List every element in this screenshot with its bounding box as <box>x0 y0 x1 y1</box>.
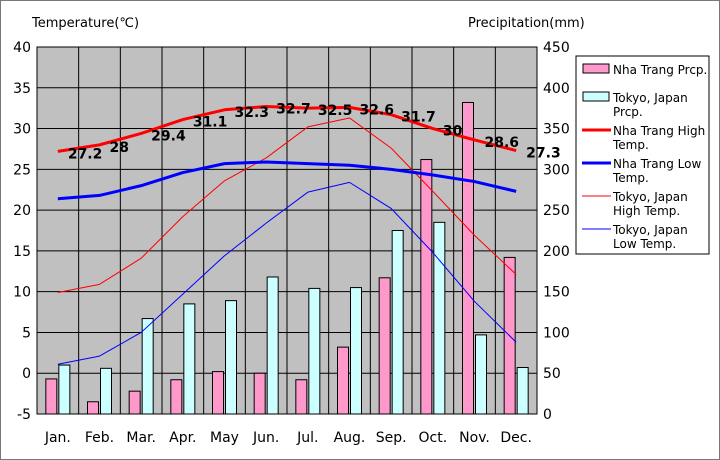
y-left-tick-label: 25 <box>13 162 31 178</box>
tokyo-prcp-bar <box>433 221 446 415</box>
nha-trang-prcp-bar <box>87 401 99 415</box>
y-left-tick-label: 30 <box>13 122 31 138</box>
y-right-tick-label: 250 <box>543 203 570 219</box>
high-temp-data-label: 30 <box>443 124 463 140</box>
y-left-tick-label: 35 <box>13 81 31 97</box>
legend-label: High Temp. <box>613 204 680 218</box>
x-tick-label: Jan. <box>44 430 71 446</box>
x-tick-label: Oct. <box>419 430 448 446</box>
legend-label: Low Temp. <box>613 237 676 251</box>
y-right-tick-label: 150 <box>543 285 570 301</box>
axis-ticks: 4035302520151050-54504003503002502001501… <box>13 40 570 446</box>
tokyo-prcp-bar <box>183 303 196 415</box>
y-right-tick-label: 350 <box>543 122 570 138</box>
data-labels: 27.2 28 29.4 31.1 32.3 32.7 32.5 32.6 31.7 30 28.6… <box>68 102 561 163</box>
legend-swatch <box>582 63 610 74</box>
legend-label: Tokyo, Japan <box>612 190 688 204</box>
y-left-tick-label: 0 <box>22 366 31 382</box>
y-right-tick-label: 0 <box>543 407 552 423</box>
nha-trang-prcp-bar <box>420 159 433 415</box>
y-right-tick-label: 100 <box>543 325 570 341</box>
nha-trang-prcp-bar <box>253 372 266 415</box>
legend-label: Tokyo, Japan <box>612 223 688 237</box>
tokyo-prcp-bar <box>475 334 487 415</box>
nha-trang-high-line <box>57 105 517 153</box>
y-right-axis-title: Precipitation(mm) <box>468 16 585 31</box>
legend-label: Nha Trang Low <box>613 157 701 171</box>
legend-label: Nha Trang Prcp. <box>613 63 707 77</box>
tokyo-prcp-bar <box>266 276 279 415</box>
high-temp-data-label: 27.3 <box>526 146 561 162</box>
high-temp-data-label: 29.4 <box>151 128 186 144</box>
tokyo-prcp-bar <box>308 287 321 415</box>
high-temp-data-label: 28.6 <box>485 135 520 151</box>
y-left-axis-title: Temperature(℃) <box>31 16 139 31</box>
tokyo-prcp-bar <box>141 318 154 415</box>
nha-trang-prcp-bar <box>128 390 141 415</box>
grid-lines <box>37 46 537 415</box>
y-left-tick-label: 15 <box>13 244 31 260</box>
high-temp-data-label: 31.1 <box>193 115 228 131</box>
tokyo-prcp-bar <box>58 364 71 415</box>
legend-label: Nha Trang High <box>613 124 705 138</box>
high-temp-data-label: 32.6 <box>360 102 395 118</box>
tokyo-prcp-bar <box>391 230 404 415</box>
tokyo-prcp-bar <box>350 287 362 415</box>
tokyo-high-line <box>57 117 517 293</box>
legend-label: Temp. <box>612 171 649 185</box>
nha-trang-prcp-bar <box>462 101 474 415</box>
x-tick-label: Jul. <box>296 430 318 446</box>
high-temp-data-label: 31.7 <box>401 110 436 126</box>
nha-trang-prcp-bar <box>212 371 224 415</box>
high-temp-data-label: 28 <box>110 140 129 156</box>
tokyo-prcp-bar <box>516 367 529 415</box>
high-temp-data-label: 32.5 <box>318 103 353 119</box>
legend-box <box>575 55 710 255</box>
x-tick-label: Mar. <box>126 430 156 446</box>
nha-trang-prcp-bar <box>170 379 183 415</box>
nha-trang-prcp-bar <box>45 378 58 415</box>
x-tick-label: May <box>210 430 239 446</box>
tokyo-prcp-bar <box>225 300 237 415</box>
y-right-tick-label: 450 <box>543 40 570 56</box>
y-right-tick-label: 200 <box>543 244 570 260</box>
legend-swatch <box>582 91 610 102</box>
y-right-tick-label: 50 <box>543 366 561 382</box>
y-left-tick-label: 20 <box>13 203 31 219</box>
legend-label: Temp. <box>612 138 649 152</box>
x-tick-label: Nov. <box>459 430 490 446</box>
x-tick-label: Feb. <box>85 430 114 446</box>
x-tick-label: Jun. <box>252 430 279 446</box>
plot-border <box>36 46 538 415</box>
high-temp-data-label: 32.7 <box>276 102 311 118</box>
y-right-tick-label: 300 <box>543 162 570 178</box>
nha-trang-prcp-bar <box>337 346 349 415</box>
y-left-tick-label: -5 <box>17 407 31 423</box>
tokyo-prcp-bar <box>100 367 112 415</box>
y-left-tick-label: 5 <box>22 325 31 341</box>
high-temp-data-label: 27.2 <box>68 146 103 162</box>
nha-trang-low-line <box>57 160 517 201</box>
high-temp-data-label: 32.3 <box>235 105 270 121</box>
x-tick-label: Aug. <box>334 430 366 446</box>
tokyo-low-line <box>57 181 517 365</box>
nha-trang-prcp-bar <box>295 379 308 415</box>
legend-label: Tokyo, Japan <box>612 91 688 105</box>
x-tick-label: Apr. <box>169 430 196 446</box>
y-left-tick-label: 40 <box>13 40 31 56</box>
y-right-tick-label: 400 <box>543 81 570 97</box>
legend-label: Prcp. <box>613 105 643 119</box>
temperature-lines <box>57 105 517 365</box>
x-tick-label: Sep. <box>376 430 407 446</box>
nha-trang-prcp-bar <box>378 277 391 415</box>
x-tick-label: Dec. <box>500 430 532 446</box>
y-left-tick-label: 10 <box>13 285 31 301</box>
